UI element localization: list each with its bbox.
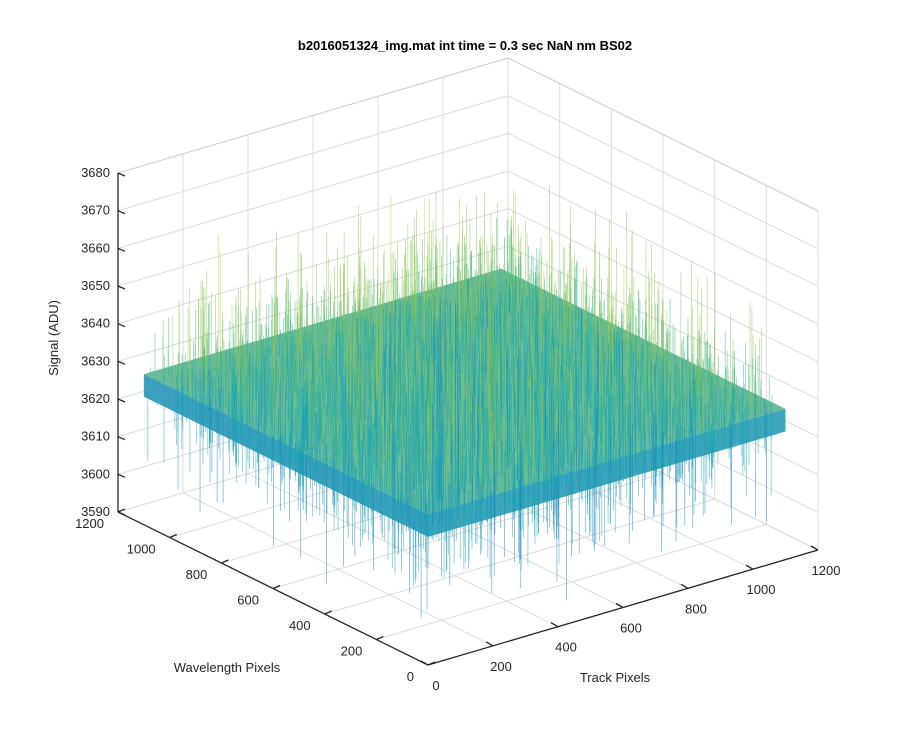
surface-side-left [143,374,429,537]
chart-title: b2016051324_img.mat int time = 0.3 sec N… [298,38,632,53]
wall-grid-line [117,132,509,249]
wall-grid-line [507,208,819,363]
wall-grid-line [507,132,819,287]
box-edge [117,57,509,174]
wall-grid-line [507,170,819,325]
box-edge [507,57,819,212]
surface-side-right [428,408,786,537]
floor-grid-line [324,498,715,615]
wall-grid-line [117,95,509,212]
wall-grid-line [117,170,509,287]
wall-grid-line [507,95,819,250]
floor-grid-line [376,524,767,640]
surface-plot [143,185,786,618]
